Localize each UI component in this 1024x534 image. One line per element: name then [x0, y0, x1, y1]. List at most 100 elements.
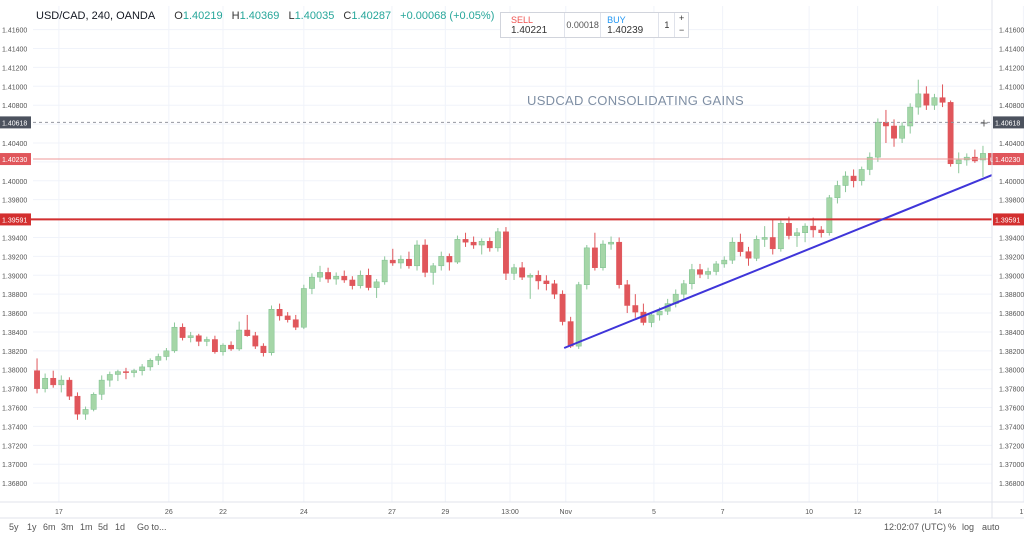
candle-down	[543, 280, 550, 285]
timeframe-3m[interactable]: 3m	[61, 522, 74, 532]
price-tick-right: 1.41600	[999, 28, 1024, 35]
candle-down	[252, 335, 259, 347]
candle-up	[90, 394, 97, 410]
crosshair-label-right-bg	[993, 116, 1024, 129]
time-tick: 14	[934, 509, 942, 516]
candle-up	[268, 309, 275, 353]
price-tick-left: 1.39200	[2, 254, 27, 261]
candle-up	[147, 360, 154, 368]
price-tick-left: 1.38600	[2, 311, 27, 318]
price-tick-left: 1.41600	[2, 28, 27, 35]
timeframe-1y[interactable]: 1y	[27, 522, 37, 532]
current-price-label-left-text: 1.40230	[2, 157, 27, 164]
increase-button[interactable]: +	[678, 13, 685, 23]
timeframe-6m[interactable]: 6m	[43, 522, 56, 532]
close-value: 1.40287	[351, 10, 392, 22]
candle-up	[220, 344, 226, 353]
grid-lines	[33, 6, 1024, 502]
crosshair-label-left-bg	[0, 116, 31, 129]
timeframe-5y[interactable]: 5y	[9, 522, 19, 532]
candle-up	[931, 97, 938, 106]
current-price-label-right: 1.40230	[993, 153, 1024, 166]
support-label-right-text: 1.39591	[995, 217, 1020, 224]
price-tick-left: 1.41000	[2, 84, 27, 91]
candle-up	[131, 370, 137, 373]
price-tick-right: 1.37600	[999, 406, 1024, 413]
goto-button[interactable]: Go to...	[137, 522, 167, 532]
time-tick: 26	[165, 509, 173, 516]
time-tick: 24	[300, 509, 308, 516]
candle-up	[753, 239, 760, 259]
current-price-label-left-bg	[0, 153, 31, 166]
timeframe-1d[interactable]: 1d	[115, 522, 126, 532]
candle-up	[478, 240, 485, 246]
candle-up	[511, 267, 517, 274]
candle-up	[583, 247, 590, 285]
candle-up	[980, 153, 986, 161]
price-tick-left: 1.40800	[2, 103, 27, 110]
price-tick-right: 1.38800	[999, 292, 1024, 299]
auto-toggle[interactable]: auto	[982, 522, 1000, 532]
price-tick-right: 1.40800	[999, 103, 1024, 110]
support-label-left-bg	[0, 213, 31, 226]
bottom-toolbar: 5y 1y 6m 3m 1m 5d 1d Go to... 12:02:07 (…	[0, 519, 1024, 534]
price-tick-right: 1.37800	[999, 387, 1024, 394]
time-tick: 17	[1019, 509, 1024, 516]
candle-up	[171, 326, 178, 352]
price-tick-left: 1.39400	[2, 235, 27, 242]
candle-up	[907, 106, 914, 127]
candle-down	[349, 279, 356, 286]
candle-down	[850, 175, 857, 182]
candle-down	[34, 370, 40, 389]
open-value: 1.40219	[182, 10, 223, 22]
price-tick-right: 1.38600	[999, 311, 1024, 318]
symbol-title[interactable]: USD/CAD, 240, OANDA	[36, 10, 156, 22]
open-label: O	[174, 10, 183, 22]
candle-down	[228, 344, 234, 350]
candle-up	[688, 269, 695, 285]
candle-up	[834, 185, 841, 199]
candle-down	[292, 319, 299, 328]
overlays: USD/CAD+	[0, 116, 1020, 349]
low-value: 1.40035	[294, 10, 335, 22]
candle-down	[810, 225, 817, 231]
candle-down	[276, 309, 283, 317]
price-tick-right: 1.41000	[999, 84, 1024, 91]
quantity-input[interactable]: 1	[664, 20, 670, 30]
high-value: 1.40369	[239, 10, 280, 22]
candle-down	[446, 256, 453, 263]
candle-down	[195, 335, 202, 342]
price-tick-left: 1.38200	[2, 349, 27, 356]
price-tick-right: 1.39800	[999, 198, 1024, 205]
price-axis[interactable]: 1.41600 1.41600 1.41400 1.41400 1.41200 1.412…	[0, 0, 1024, 518]
decrease-button[interactable]: −	[678, 25, 685, 35]
candle-down	[486, 240, 493, 249]
price-tick-left: 1.37200	[2, 443, 27, 450]
price-tick-right: 1.37200	[999, 443, 1024, 450]
candle-down	[551, 283, 558, 295]
log-toggle[interactable]: log	[962, 522, 975, 532]
candle-down	[260, 345, 267, 353]
candle-up	[155, 356, 162, 361]
price-tick-right: 1.36800	[999, 481, 1024, 488]
candle-up	[58, 379, 65, 386]
candle-up	[656, 310, 663, 316]
sell-label: SELL	[511, 15, 534, 25]
current-price-label-right-bg	[993, 153, 1024, 166]
candle-down	[244, 329, 251, 336]
current-price-label-left: 1.40230	[0, 153, 31, 166]
timeframe-5d[interactable]: 5d	[98, 522, 109, 532]
sell-button[interactable]: SELL 1.40221	[501, 13, 566, 37]
candle-down	[786, 223, 792, 236]
candle-up	[82, 409, 89, 415]
percent-toggle[interactable]: %	[948, 522, 957, 532]
timeframe-1m[interactable]: 1m	[80, 522, 93, 532]
buy-button[interactable]: BUY 1.40239	[600, 13, 660, 37]
candle-down	[737, 241, 744, 252]
candle-down	[503, 231, 509, 274]
candle-down	[616, 241, 623, 285]
price-tick-right: 1.38400	[999, 330, 1024, 337]
candle-up	[309, 276, 315, 289]
